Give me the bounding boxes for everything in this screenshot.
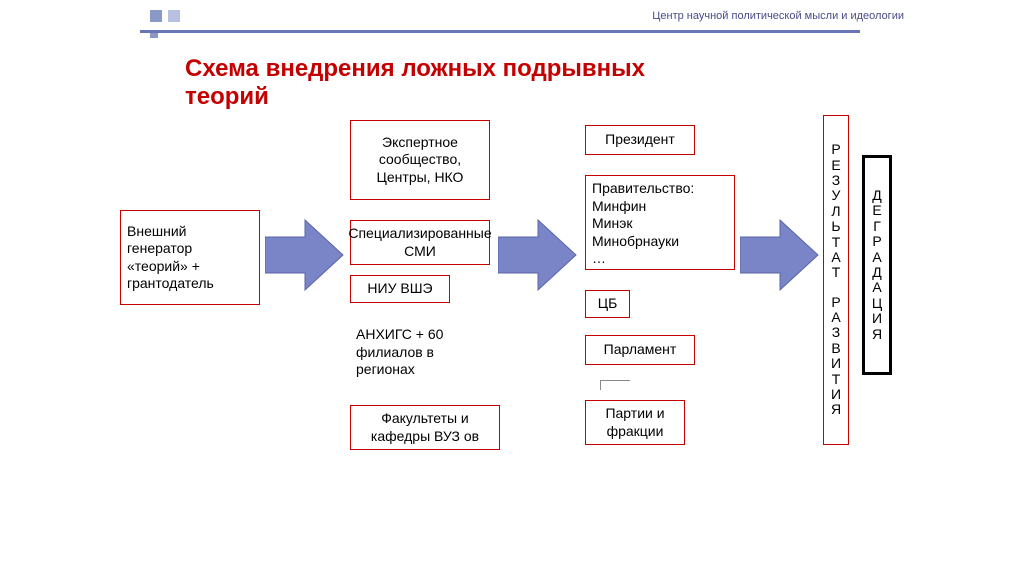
node-source: Внешний генератор «теорий» + грантодател… [120, 210, 260, 305]
arrow-2 [498, 215, 578, 295]
node-gov: Правительство: Минфин Минэк Минобрнауки … [585, 175, 735, 270]
title-line1: Схема внедрения ложных подрывных [185, 55, 645, 82]
title-line2: теорий [185, 83, 269, 110]
header-org: Центр научной политической мысли и идеол… [652, 10, 904, 22]
node-experts: Экспертное сообщество, Центры, НКО [350, 120, 490, 200]
header-rule [140, 30, 860, 33]
page-title: Схема внедрения ложных подрывных теорий [185, 55, 645, 110]
connector-line-h [600, 380, 630, 381]
node-smi: Специализированные СМИ [350, 220, 490, 265]
node-president: Президент [585, 125, 695, 155]
node-anhigs: АНХИГС + 60 филиалов в регионах [350, 320, 490, 385]
node-parties: Партии и фракции [585, 400, 685, 445]
arrow-1 [265, 215, 345, 295]
node-parliament: Парламент [585, 335, 695, 365]
node-faculties: Факультеты и кафедры ВУЗ ов [350, 405, 500, 450]
connector-line-v [600, 380, 601, 390]
node-cb: ЦБ [585, 290, 630, 318]
arrow-3 [740, 215, 820, 295]
logo-squares [150, 10, 182, 46]
node-hse: НИУ ВШЭ [350, 275, 450, 303]
node-degradation: ДЕГРАДАЦИЯ [862, 155, 892, 375]
node-result: РЕЗУЛЬТАТ РАЗВИТИЯ [823, 115, 849, 445]
